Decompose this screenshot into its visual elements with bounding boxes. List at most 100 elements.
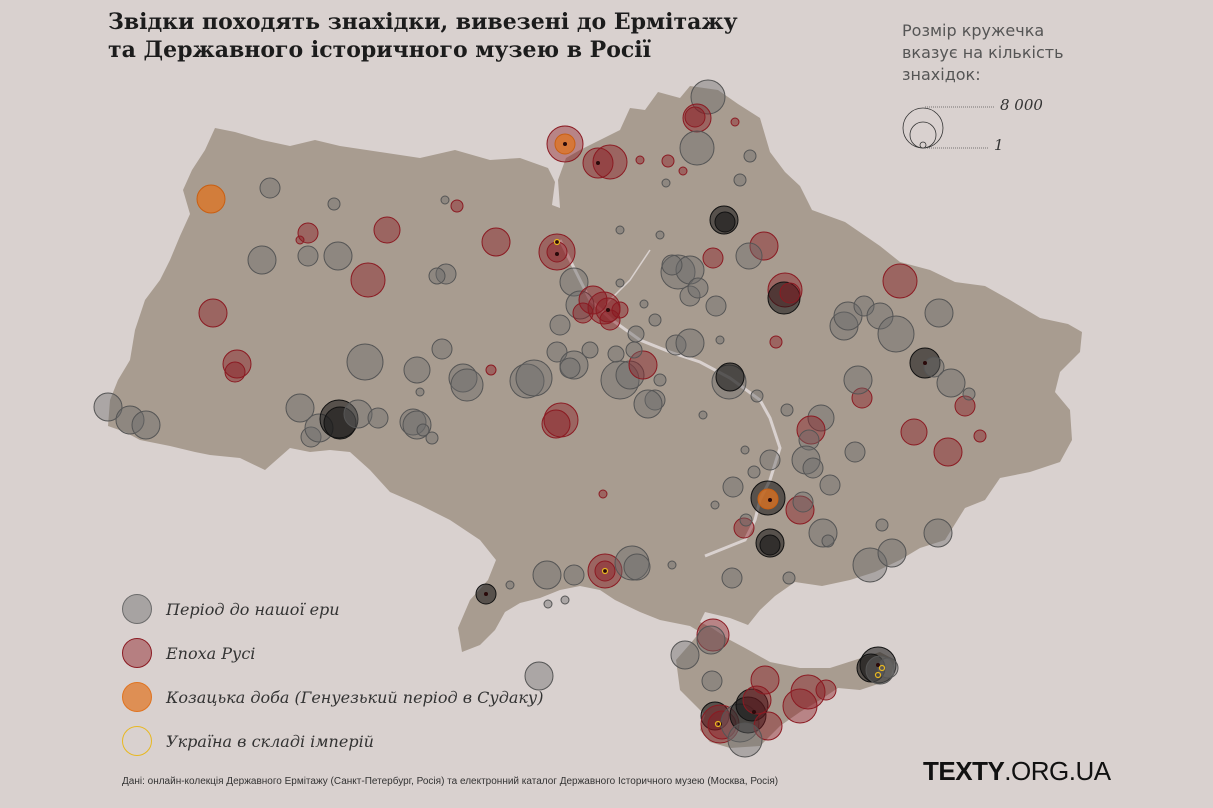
find-circle [598, 489, 608, 499]
brand-logo[interactable]: TEXTY.ORG.UA [923, 756, 1111, 787]
find-circle-centre [752, 710, 756, 714]
legend-item-bc: Період до нашої ери [120, 592, 580, 628]
find-circle [259, 177, 281, 199]
find-circle-centre [768, 498, 772, 502]
find-circle [485, 364, 497, 376]
legend-swatch-bc [122, 594, 152, 624]
find-circle-centre [555, 252, 559, 256]
find-circle [541, 409, 571, 439]
find-circle [843, 365, 873, 395]
find-circle [450, 199, 464, 213]
size-legend-circles [902, 106, 995, 149]
find-circle [524, 661, 554, 691]
find-circle [936, 368, 966, 398]
find-circle [578, 285, 608, 315]
find-circle [323, 406, 357, 440]
find-circle [742, 685, 772, 715]
find-circle-empire [874, 671, 882, 679]
find-circle [549, 314, 571, 336]
find-circle [481, 227, 511, 257]
find-circle [615, 278, 625, 288]
find-circle [924, 298, 954, 328]
find-circle [327, 197, 341, 211]
find-circle [749, 231, 779, 261]
find-circle [973, 429, 987, 443]
find-circle [727, 722, 763, 758]
find-circle [933, 437, 963, 467]
find-circle [224, 361, 246, 383]
find-circle-empire [714, 720, 722, 728]
find-circle [627, 325, 645, 343]
find-circle [759, 449, 781, 471]
find-circle [440, 195, 450, 205]
legend-item-rus: Епоха Русі [120, 636, 580, 672]
find-circle [509, 363, 545, 399]
find-circle [733, 517, 755, 539]
find-circle [615, 225, 625, 235]
find-circle [807, 404, 835, 432]
find-circle [428, 267, 446, 285]
find-circle [343, 399, 373, 429]
find-circle [743, 149, 757, 163]
find-circle [882, 263, 918, 299]
title-line-2: та Державного історичного музею в Росії [108, 37, 652, 63]
find-circle [623, 553, 651, 581]
find-circle [297, 245, 319, 267]
find-circle [670, 640, 700, 670]
find-circle [543, 599, 553, 609]
legend-label-empire: Україна в складі імперій [166, 732, 374, 751]
find-circle [563, 564, 585, 586]
find-circle [131, 410, 161, 440]
find-circle [954, 395, 976, 417]
find-circle [696, 625, 726, 655]
find-circle [750, 665, 780, 695]
find-circle [607, 345, 625, 363]
find-circle [450, 368, 484, 402]
data-source-note: Дані: онлайн-колекція Державного Ермітаж… [122, 776, 779, 787]
find-circle [667, 560, 677, 570]
find-circle [802, 457, 824, 479]
find-circle [247, 245, 277, 275]
find-circle [757, 488, 779, 510]
find-circle [416, 423, 430, 437]
find-circle [702, 247, 724, 269]
find-circle [678, 166, 688, 176]
desna-river [604, 249, 651, 306]
find-circle [675, 255, 705, 285]
find-circle [675, 328, 705, 358]
find-circle [559, 267, 589, 297]
find-circle [715, 362, 745, 392]
size-legend-min-label: 1 [994, 136, 1004, 154]
find-circle [875, 518, 889, 532]
legend-swatch-empire [122, 726, 152, 756]
find-circle [733, 173, 747, 187]
find-circle-centre [606, 308, 610, 312]
find-circle [792, 491, 814, 513]
legend-label-bc: Період до нашої ери [166, 600, 340, 619]
find-circle [367, 407, 389, 429]
find-circle [877, 315, 915, 353]
find-circle [415, 387, 425, 397]
find-circle [819, 474, 841, 496]
find-circle [346, 343, 384, 381]
find-circle [661, 254, 683, 276]
find-circle [790, 674, 826, 710]
legend-swatch-cossack [122, 682, 152, 712]
size-legend: Розмір кружечка вказує на кількість знах… [900, 20, 1200, 160]
find-circle [611, 301, 629, 319]
find-circle [701, 670, 723, 692]
find-circle [739, 513, 753, 527]
find-circle [721, 567, 743, 589]
find-circle [962, 387, 976, 401]
find-circle-empire [878, 664, 886, 672]
find-circle [625, 341, 643, 359]
brand-bold: TEXTY [923, 756, 1005, 786]
size-legend-title: Розмір кружечка вказує на кількість знах… [902, 21, 1064, 84]
find-circle-centre [563, 142, 567, 146]
find-circle [821, 534, 835, 548]
find-circle [515, 359, 553, 397]
find-circle-centre [596, 161, 600, 165]
find-circles [93, 79, 987, 758]
find-circle [543, 402, 579, 438]
